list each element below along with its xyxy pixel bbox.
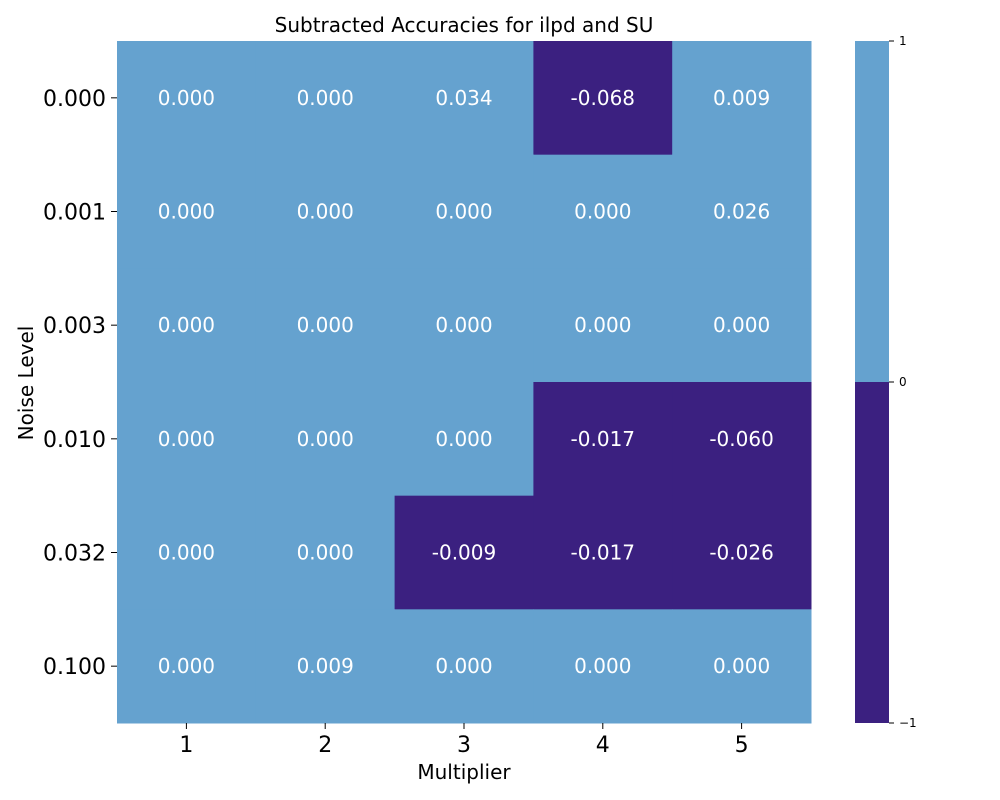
heatmap-cell: [672, 268, 812, 383]
cell-value-label: 0.000: [158, 200, 215, 224]
heatmap-cell: [394, 609, 534, 724]
heatmap-cell: [672, 154, 812, 269]
cell-value-label: 0.000: [435, 654, 492, 678]
y-tick-label: 0.100: [43, 655, 106, 680]
heatmap-cells: [117, 41, 812, 724]
cell-value-label: 0.000: [297, 86, 354, 110]
x-axis-label: Multiplier: [417, 760, 511, 784]
y-tick-label: 0.032: [43, 542, 106, 567]
heatmap-cell: [394, 382, 534, 497]
heatmap-cell: [255, 41, 396, 156]
cell-value-label: -0.026: [709, 541, 773, 565]
heatmap-cell: [117, 609, 257, 724]
cell-value-label: 0.009: [297, 654, 354, 678]
cell-value-label: -0.060: [709, 427, 773, 451]
x-tick-label: 1: [179, 733, 193, 758]
cell-value-label: 0.000: [574, 313, 631, 337]
colorbar: 1 0 −1: [855, 34, 917, 730]
heatmap-cell: [533, 41, 673, 156]
cell-value-label: 0.000: [297, 313, 354, 337]
cell-value-label: 0.000: [574, 200, 631, 224]
cell-value-label: 0.000: [435, 200, 492, 224]
heatmap-cell: [255, 268, 396, 383]
cell-value-label: 0.000: [297, 541, 354, 565]
heatmap-cell: [533, 268, 673, 383]
x-tick-label: 5: [735, 733, 749, 758]
heatmap-cell: [255, 609, 396, 724]
heatmap-cell: [394, 154, 534, 269]
heatmap-cell: [394, 268, 534, 383]
cell-value-label: 0.000: [435, 427, 492, 451]
heatmap-cell: [533, 609, 673, 724]
y-axis-label: Noise Level: [14, 326, 38, 441]
heatmap-cell: [255, 382, 396, 497]
heatmap-cell: [117, 154, 257, 269]
heatmap-cell: [255, 154, 396, 269]
y-tick-label: 0.010: [43, 428, 106, 453]
y-tick-label: 0.000: [43, 87, 106, 112]
cell-value-label: 0.000: [158, 654, 215, 678]
cell-value-label: 0.009: [713, 86, 770, 110]
colorbar-tick-label: 1: [899, 34, 907, 48]
x-axis-ticks: 1 2 3 4 5: [179, 723, 749, 758]
cell-value-label: 0.026: [713, 200, 770, 224]
heatmap-cell: [533, 382, 673, 497]
heatmap-cell: [672, 495, 812, 610]
cell-value-label: 0.000: [158, 313, 215, 337]
chart-title: Subtracted Accuracies for ilpd and SU: [275, 13, 654, 37]
cell-value-label: 0.000: [713, 654, 770, 678]
cell-value-label: 0.000: [435, 313, 492, 337]
cell-value-label: 0.000: [297, 427, 354, 451]
colorbar-tick-label: 0: [899, 375, 907, 389]
heatmap-cell: [117, 382, 257, 497]
heatmap-cell: [117, 41, 257, 156]
cell-value-label: 0.000: [158, 541, 215, 565]
cell-value-label: 0.000: [713, 313, 770, 337]
heatmap-cell: [533, 154, 673, 269]
x-tick-label: 2: [318, 733, 332, 758]
cell-value-label: 0.000: [158, 427, 215, 451]
heatmap-cell: [672, 41, 812, 156]
x-tick-label: 4: [596, 733, 610, 758]
cell-value-label: 0.000: [297, 200, 354, 224]
heatmap-cell: [672, 609, 812, 724]
cell-value-label: -0.009: [432, 541, 496, 565]
heatmap-cell: [672, 382, 812, 497]
colorbar-segment-negative: [855, 382, 889, 723]
y-axis-ticks: 0.000 0.001 0.003 0.010 0.032 0.100: [43, 87, 117, 680]
heatmap-cell: [394, 495, 534, 610]
cell-value-label: -0.068: [571, 86, 635, 110]
cell-value-label: 0.000: [574, 654, 631, 678]
colorbar-segment-positive: [855, 41, 889, 382]
cell-value-label: 0.000: [158, 86, 215, 110]
heatmap-cell: [117, 268, 257, 383]
cell-labels: 0.000 0.000 0.034 -0.068 0.009 0.000 0.000 0.00…: [158, 86, 774, 678]
heatmap-cell: [117, 495, 257, 610]
cell-value-label: 0.034: [435, 86, 492, 110]
x-tick-label: 3: [457, 733, 471, 758]
heatmap-cell: [255, 495, 396, 610]
cell-value-label: -0.017: [571, 541, 635, 565]
y-tick-label: 0.001: [43, 201, 106, 226]
heatmap-cell: [394, 41, 534, 156]
colorbar-tick-label: −1: [899, 716, 917, 730]
y-tick-label: 0.003: [43, 314, 106, 339]
cell-value-label: -0.017: [571, 427, 635, 451]
heatmap-cell: [533, 495, 673, 610]
